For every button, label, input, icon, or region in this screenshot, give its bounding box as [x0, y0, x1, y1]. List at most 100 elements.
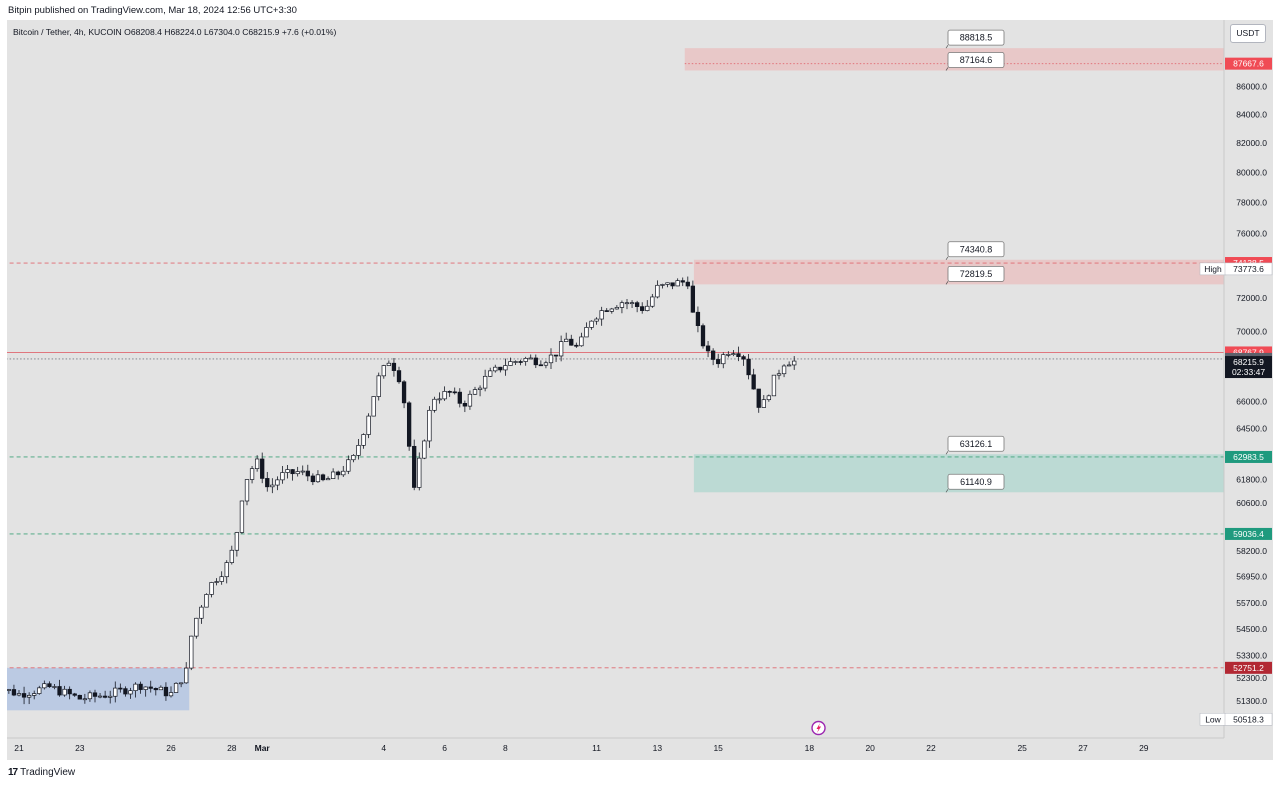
candle [609, 307, 614, 314]
candle [371, 396, 376, 417]
candle-body [346, 459, 351, 472]
candle-body [37, 687, 42, 694]
time-tick-label: 22 [926, 743, 936, 753]
candle [412, 439, 417, 491]
candle [731, 349, 736, 357]
currency-button[interactable]: USDT [1230, 24, 1266, 43]
candle-body [249, 468, 255, 480]
candlestick-chart[interactable]: 88818.587164.674340.872819.563126.161140… [7, 20, 1273, 760]
candle [138, 681, 143, 694]
candle [498, 366, 503, 373]
axis-label-text: 50518.3 [1233, 714, 1264, 724]
callout-text: 72819.5 [960, 269, 993, 279]
candle-body [695, 311, 701, 326]
candle-body [102, 695, 108, 698]
candle [47, 681, 52, 688]
candle [381, 364, 386, 379]
candle-body [690, 285, 696, 313]
callout-box [947, 52, 1005, 68]
candle-body [336, 471, 341, 476]
candle [675, 278, 680, 287]
candle-body [396, 370, 402, 383]
candle-body [584, 327, 589, 338]
candle [280, 466, 285, 484]
axis-label-box [1225, 356, 1272, 379]
candle-body [391, 362, 397, 371]
candle-body [508, 361, 513, 366]
footer: 17 TradingView [8, 766, 75, 780]
candle-body [265, 478, 270, 488]
axis-label-73773-6: High 73773.6 [1199, 262, 1273, 276]
candle-body [589, 320, 594, 328]
candle [173, 682, 179, 693]
candle [685, 276, 690, 290]
candle-body [199, 606, 204, 619]
callout-box [947, 29, 1005, 46]
callout-box [947, 241, 1005, 258]
time-tick-label: 28 [227, 743, 237, 753]
candle-body [493, 366, 498, 372]
candle-body [234, 532, 240, 551]
candle [741, 354, 746, 366]
candle [62, 685, 67, 697]
callout-text: 61140.9 [960, 477, 992, 487]
candle [599, 306, 604, 326]
candle [564, 332, 569, 342]
candle-body [670, 282, 675, 287]
candle [224, 560, 229, 584]
candle [92, 689, 98, 703]
candle-body [766, 395, 772, 401]
legend-open: O68208.4 [124, 27, 162, 37]
candle [543, 360, 549, 369]
candle-body [275, 479, 280, 486]
candle [634, 300, 640, 313]
candle [57, 679, 62, 697]
candle-body [624, 302, 630, 305]
callout-pointer [945, 256, 949, 260]
candle-body [569, 338, 574, 346]
candle-body [97, 695, 103, 698]
candle-body [528, 357, 533, 360]
candle-body [422, 440, 427, 459]
callout-pointer [945, 281, 949, 285]
candle [670, 282, 675, 290]
candle-body [21, 693, 27, 698]
candle-body [629, 302, 635, 305]
axis-label-text: 59036.4 [1233, 529, 1264, 539]
lightning-icon-bolt [816, 723, 822, 733]
candle [265, 471, 270, 492]
axis-label-box [1225, 450, 1272, 463]
candle [548, 348, 554, 370]
candle-body [320, 474, 326, 481]
candle-body [62, 688, 67, 696]
tradingview-logo-icon: 17 [8, 767, 18, 778]
candles [7, 276, 797, 705]
candle [604, 308, 609, 312]
candle [209, 581, 214, 598]
candle-body [401, 381, 407, 404]
candle-body [123, 688, 128, 695]
lightning-icon[interactable] [811, 720, 826, 736]
candle [751, 368, 756, 390]
candle [432, 396, 437, 413]
candle-body [204, 594, 209, 608]
callout-pointer [945, 489, 949, 493]
chart-area[interactable]: 88818.5 87164.6 74340.8 72819.5 63126.1 61140… [7, 20, 1273, 760]
price-callout-88818-5: 88818.5 [945, 29, 1005, 49]
price-tick-label: 52300.0 [1236, 673, 1267, 683]
candle-body [614, 307, 620, 310]
candle-body [553, 354, 559, 357]
candle-body [280, 472, 285, 481]
price-callout-61140-9: 61140.9 [945, 473, 1005, 493]
candle [716, 353, 721, 368]
candle [533, 354, 538, 369]
candle-body [594, 318, 599, 322]
candle-body [472, 389, 478, 395]
candle-body [118, 687, 123, 690]
candle [705, 340, 711, 358]
candle [270, 478, 275, 494]
candle-body [558, 341, 564, 357]
candle [97, 692, 103, 699]
candle [690, 280, 696, 313]
candle-body [224, 562, 229, 578]
